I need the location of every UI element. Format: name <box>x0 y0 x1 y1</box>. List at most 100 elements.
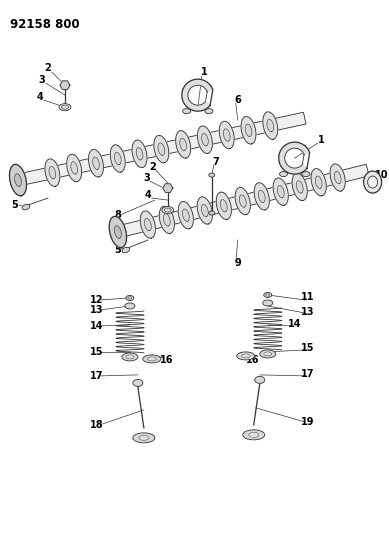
Ellipse shape <box>266 294 270 296</box>
Polygon shape <box>60 81 70 90</box>
Polygon shape <box>292 173 307 200</box>
Polygon shape <box>202 134 208 146</box>
Polygon shape <box>273 178 288 205</box>
Ellipse shape <box>209 173 215 177</box>
Text: 12: 12 <box>90 295 103 305</box>
Polygon shape <box>136 148 143 160</box>
Ellipse shape <box>205 109 213 114</box>
Polygon shape <box>71 161 77 174</box>
Polygon shape <box>239 195 246 207</box>
Text: 13: 13 <box>301 307 314 317</box>
Polygon shape <box>311 168 326 196</box>
Ellipse shape <box>125 303 135 309</box>
Text: 14: 14 <box>288 319 301 329</box>
Ellipse shape <box>237 352 255 360</box>
Text: 1: 1 <box>202 67 208 77</box>
Polygon shape <box>159 206 174 233</box>
Polygon shape <box>235 188 251 215</box>
Text: 10: 10 <box>375 170 388 180</box>
Ellipse shape <box>147 357 156 361</box>
Polygon shape <box>223 129 230 141</box>
Polygon shape <box>245 124 252 136</box>
Polygon shape <box>279 142 310 174</box>
Ellipse shape <box>364 171 382 193</box>
Text: 17: 17 <box>301 369 314 379</box>
Polygon shape <box>9 164 26 196</box>
Text: 2: 2 <box>45 63 51 73</box>
Polygon shape <box>315 176 322 188</box>
Polygon shape <box>216 192 231 220</box>
Ellipse shape <box>243 430 265 440</box>
Text: 4: 4 <box>144 190 151 200</box>
Text: 5: 5 <box>114 245 121 255</box>
Ellipse shape <box>133 379 143 386</box>
Text: 17: 17 <box>90 371 103 381</box>
Ellipse shape <box>122 353 138 361</box>
Polygon shape <box>114 226 121 238</box>
Text: 14: 14 <box>90 321 103 331</box>
Ellipse shape <box>249 432 259 438</box>
Ellipse shape <box>263 300 273 306</box>
Ellipse shape <box>128 297 132 299</box>
Polygon shape <box>267 119 273 132</box>
Text: 15: 15 <box>90 347 103 357</box>
Polygon shape <box>197 197 212 224</box>
Text: 92158 800: 92158 800 <box>10 18 80 31</box>
Polygon shape <box>67 154 82 182</box>
Polygon shape <box>158 143 165 155</box>
Polygon shape <box>178 201 193 229</box>
Text: 11: 11 <box>301 292 314 302</box>
Polygon shape <box>140 211 156 238</box>
Polygon shape <box>89 149 103 177</box>
Polygon shape <box>254 183 269 210</box>
Ellipse shape <box>302 172 310 176</box>
Ellipse shape <box>133 433 155 443</box>
Ellipse shape <box>22 204 30 210</box>
Text: 18: 18 <box>90 420 104 430</box>
Text: 8: 8 <box>114 210 121 220</box>
Polygon shape <box>180 138 186 151</box>
Ellipse shape <box>126 295 134 301</box>
Polygon shape <box>110 145 125 172</box>
Polygon shape <box>330 164 345 191</box>
Polygon shape <box>45 159 60 187</box>
Ellipse shape <box>368 176 378 188</box>
Polygon shape <box>296 181 303 193</box>
Polygon shape <box>334 172 341 184</box>
Text: 6: 6 <box>235 95 241 105</box>
Polygon shape <box>219 121 234 149</box>
Polygon shape <box>277 185 284 198</box>
Polygon shape <box>176 131 191 158</box>
Ellipse shape <box>241 354 250 358</box>
Text: 13: 13 <box>90 305 103 315</box>
Text: 4: 4 <box>37 92 43 102</box>
Text: 19: 19 <box>301 417 314 427</box>
Ellipse shape <box>143 355 161 363</box>
Ellipse shape <box>264 293 272 297</box>
Text: 3: 3 <box>39 75 46 85</box>
Polygon shape <box>109 216 126 248</box>
Polygon shape <box>154 135 169 163</box>
Polygon shape <box>132 140 147 167</box>
Ellipse shape <box>209 211 215 215</box>
Ellipse shape <box>164 208 171 212</box>
Polygon shape <box>258 190 265 203</box>
Polygon shape <box>221 200 227 212</box>
Polygon shape <box>116 164 369 238</box>
Polygon shape <box>163 184 173 192</box>
Polygon shape <box>14 174 21 187</box>
Ellipse shape <box>255 376 265 383</box>
Polygon shape <box>263 112 278 139</box>
Polygon shape <box>17 112 306 186</box>
Ellipse shape <box>162 207 174 214</box>
Text: 16: 16 <box>246 355 259 365</box>
Ellipse shape <box>260 350 276 358</box>
Ellipse shape <box>61 105 68 109</box>
Text: 2: 2 <box>149 162 156 172</box>
Text: 9: 9 <box>235 258 241 268</box>
Ellipse shape <box>280 172 287 176</box>
Ellipse shape <box>59 103 71 111</box>
Polygon shape <box>241 117 256 144</box>
Text: 5: 5 <box>12 200 18 210</box>
Polygon shape <box>182 209 189 221</box>
